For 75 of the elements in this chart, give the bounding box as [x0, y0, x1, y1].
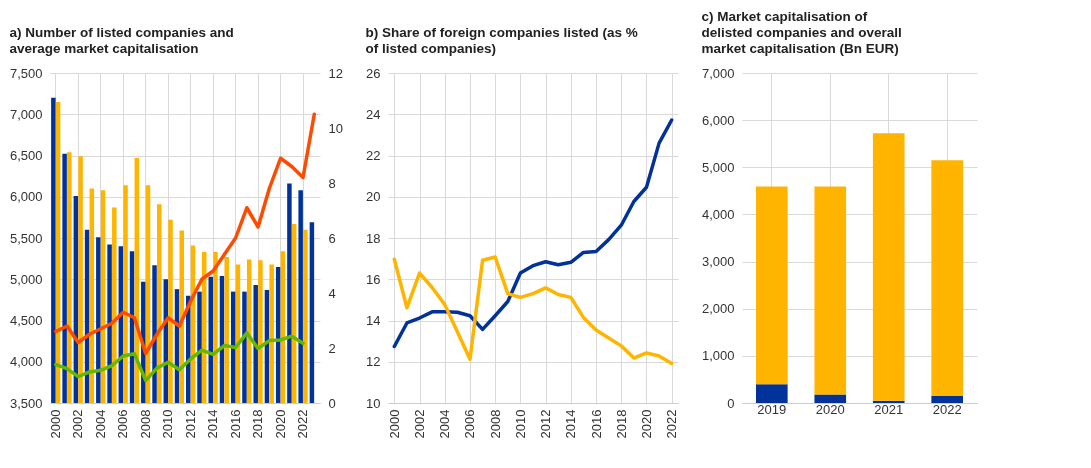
y-tick-label: 5,000 — [701, 159, 735, 175]
x-tick-label: 2018 — [613, 409, 629, 439]
x-tick-label: 2012 — [538, 409, 554, 439]
x-tick-label: 2002 — [412, 409, 428, 439]
line-series — [53, 331, 305, 383]
y2-tick-label: 12 — [328, 65, 343, 81]
x-tick-label: 2022 — [932, 401, 962, 417]
bar — [814, 394, 847, 403]
y-tick-label: 4,000 — [9, 354, 43, 370]
x-tick-label: 2008 — [487, 409, 503, 439]
x-tick-label: 2020 — [638, 409, 654, 439]
y-tick-label: 7,000 — [9, 106, 43, 122]
bar — [872, 133, 905, 401]
x-tick-label: 2014 — [205, 409, 221, 439]
y-tick-label: 18 — [366, 230, 381, 246]
y-tick-label: 6,000 — [9, 189, 43, 205]
y-tick-label: 7,500 — [9, 65, 43, 81]
y-tick-label: 6,500 — [9, 148, 43, 163]
y2-tick-label: 4 — [328, 285, 336, 301]
y-tick-label: 3,500 — [9, 395, 43, 411]
y-tick-label: 2,000 — [701, 301, 735, 317]
bar — [931, 395, 964, 403]
y-tick-label: 10 — [366, 395, 381, 411]
x-tick-label: 2021 — [874, 401, 904, 417]
x-tick-label: 2012 — [182, 409, 198, 439]
x-tick-label: 2002 — [70, 409, 86, 439]
x-tick-label: 2000 — [386, 409, 402, 439]
y-tick-label: 20 — [366, 189, 381, 205]
chart-title: b) Share of foreign companies listed (as % of listed companies) — [365, 24, 638, 56]
bar — [755, 186, 788, 385]
y-tick-label: 26 — [366, 65, 381, 81]
x-tick-label: 2010 — [512, 409, 528, 439]
y2-tick-label: 6 — [328, 230, 336, 246]
x-tick-label: 2000 — [47, 409, 63, 439]
y2-tick-label: 10 — [328, 120, 343, 136]
line-series — [53, 112, 317, 356]
x-tick-label: 2022 — [664, 409, 680, 439]
x-tick-label: 2010 — [160, 409, 176, 439]
y-tick-label: 5,500 — [9, 230, 43, 246]
y-tick-label: 4,000 — [701, 206, 735, 222]
y-tick-label: 0 — [727, 395, 735, 411]
y-tick-label: 14 — [366, 313, 381, 328]
y2-tick-label: 0 — [328, 395, 336, 411]
x-tick-label: 2004 — [437, 409, 453, 439]
bar — [755, 384, 788, 403]
y-tick-label: 1,000 — [701, 348, 735, 364]
x-tick-label: 2020 — [815, 401, 845, 417]
y-tick-label: 6,000 — [701, 112, 735, 128]
y-tick-label: 12 — [366, 354, 381, 370]
y2-tick-label: 2 — [328, 340, 336, 356]
x-tick-label: 2008 — [137, 409, 153, 439]
y-tick-label: 3,000 — [701, 254, 735, 270]
y-tick-label: 22 — [366, 148, 381, 163]
y-tick-label: 7,000 — [701, 65, 735, 81]
y-tick-label: 4,500 — [9, 313, 43, 328]
x-tick-label: 2022 — [295, 409, 311, 439]
x-tick-label: 2016 — [227, 409, 243, 439]
line-series — [392, 118, 674, 349]
x-tick-label: 2006 — [115, 409, 131, 439]
y2-tick-label: 8 — [328, 175, 336, 191]
x-tick-label: 2019 — [757, 401, 787, 417]
x-tick-label: 2016 — [588, 409, 604, 439]
x-tick-label: 2014 — [563, 409, 579, 439]
y-tick-label: 24 — [366, 106, 381, 122]
x-tick-label: 2020 — [272, 409, 288, 439]
chart-title: a) Number of listed companies and average market capitalisation — [9, 24, 234, 56]
line-series — [392, 255, 674, 366]
y-tick-label: 5,000 — [9, 271, 43, 287]
bar — [814, 186, 847, 395]
x-tick-label: 2004 — [92, 409, 108, 439]
chart-title: c) Market capitalisation of delisted companies and overall market capitalisation (Bn EUR) — [701, 8, 902, 56]
x-tick-label: 2018 — [250, 409, 266, 439]
x-tick-label: 2006 — [462, 409, 478, 439]
bar — [931, 160, 964, 396]
y-tick-label: 16 — [366, 271, 381, 287]
